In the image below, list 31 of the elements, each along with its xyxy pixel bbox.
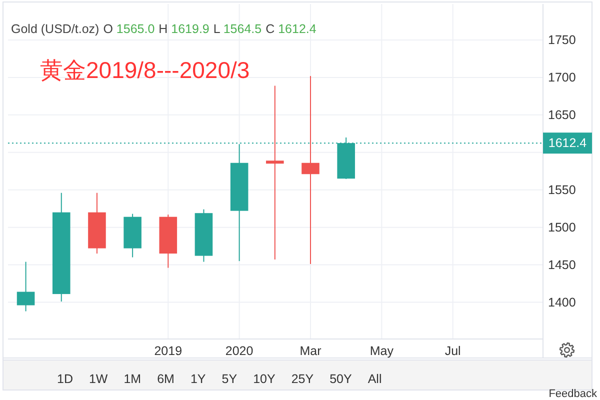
text: 10Y bbox=[253, 372, 276, 386]
y-tick-label: 1450 bbox=[548, 258, 576, 272]
text: 50Y bbox=[330, 372, 352, 386]
annotation: H 1619.9 bbox=[158, 22, 210, 36]
text: 5Y bbox=[222, 372, 238, 386]
text: 6M bbox=[157, 372, 174, 386]
ref-line-label: 1612.4 bbox=[548, 136, 587, 150]
text: All bbox=[368, 372, 382, 386]
y-tick-label: 1550 bbox=[548, 182, 576, 197]
text: 1M bbox=[124, 372, 142, 386]
text: 1Y bbox=[190, 372, 206, 386]
ref-line-label: 1612.4 bbox=[543, 132, 592, 154]
text: 1W bbox=[88, 372, 108, 386]
y-tick-label: 1750 bbox=[548, 32, 576, 47]
x-tick-label: 2019 bbox=[154, 344, 182, 358]
y-tick-label: 1650 bbox=[548, 108, 576, 122]
annotation: L 1564.5 bbox=[213, 22, 262, 36]
x-tick-label: Jul bbox=[444, 344, 461, 358]
y-tick-label: 1500 bbox=[548, 220, 576, 234]
x-tick-label: Mar bbox=[300, 344, 322, 358]
x-tick-label: May bbox=[370, 344, 394, 358]
x-tick-label: 2020 bbox=[225, 344, 254, 358]
y-tick-label: 1700 bbox=[548, 70, 576, 84]
annotation: C 1612.4 bbox=[266, 22, 316, 36]
text: 1D bbox=[57, 372, 73, 386]
text: 25Y bbox=[291, 372, 314, 386]
text: Feedback bbox=[548, 388, 598, 400]
y-tick-label: 1400 bbox=[548, 295, 576, 310]
annotation: O 1565.0 bbox=[103, 22, 155, 36]
text: 黄金2019/8---2020/3 bbox=[40, 57, 250, 83]
text: Gold (USD/t.oz) bbox=[11, 22, 100, 36]
